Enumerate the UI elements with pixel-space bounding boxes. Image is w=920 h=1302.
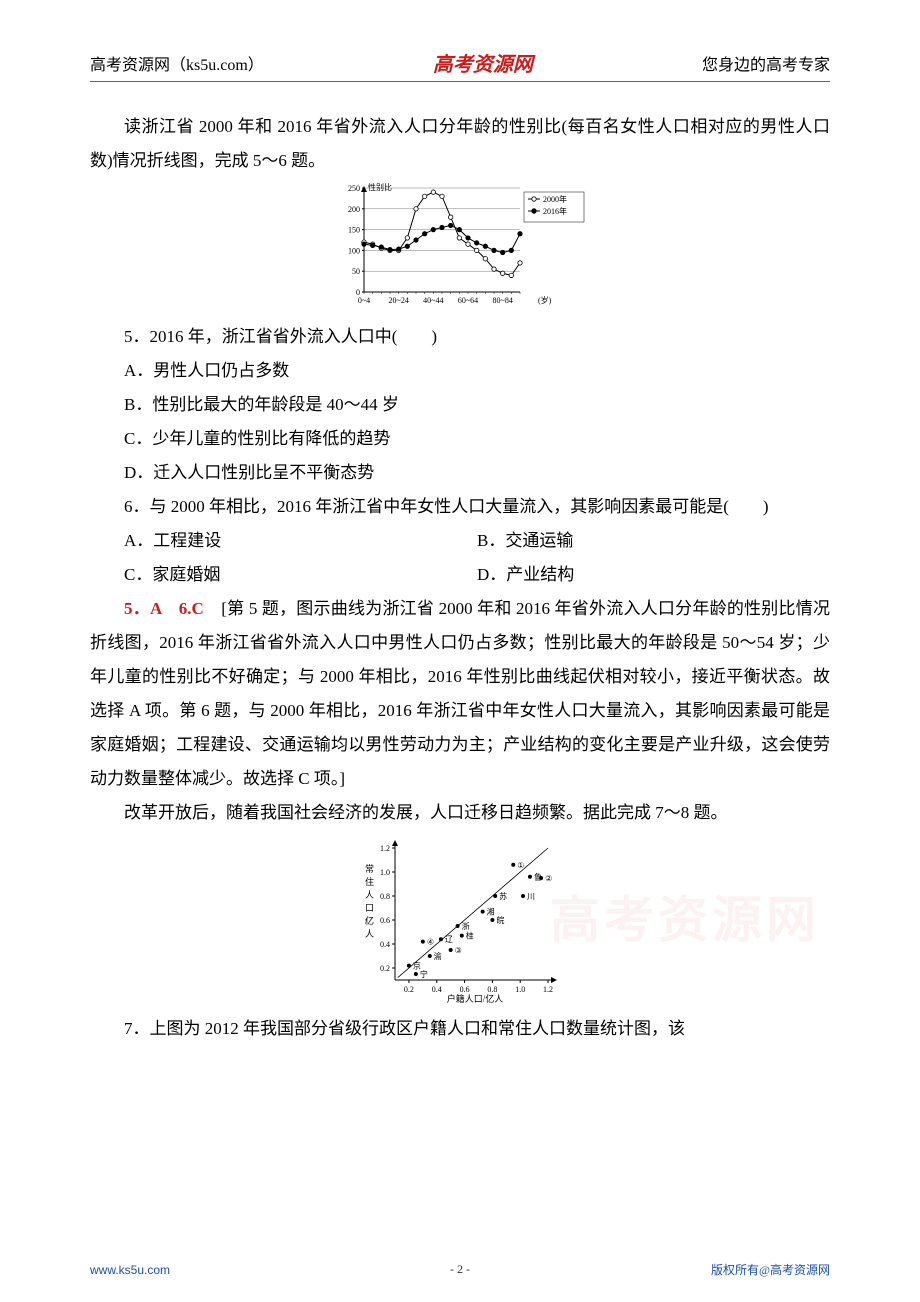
header-left: 高考资源网（ks5u.com） [90,51,264,75]
svg-text:浙: 浙 [462,921,470,931]
q5-stem: 5．2016 年，浙江省省外流入人口中( ) [90,320,830,354]
header-right: 您身边的高考专家 [702,51,830,75]
answer-key-5-6: 5．A 6.C [124,599,221,618]
svg-text:亿: 亿 [365,915,374,926]
page-footer: www.ks5u.com - 2 - 版权所有@高考资源网 [90,1261,830,1278]
intro-q5-6: 读浙江省 2000 年和 2016 年省外流入人口分年龄的性别比(每百名女性人口… [90,110,830,178]
q5-options: A．男性人口仍占多数 B．性别比最大的年龄段是 40～44 岁 C．少年儿童的性… [90,354,830,490]
svg-text:皖: 皖 [496,915,504,925]
footer-page-number: - 2 - [450,1262,470,1277]
svg-text:100: 100 [348,246,360,255]
svg-text:0.6: 0.6 [380,916,390,925]
svg-text:川: 川 [527,892,535,901]
q5-opt-c: C．少年儿童的性别比有降低的趋势 [124,422,830,456]
svg-text:0.4: 0.4 [380,940,390,949]
header-center-logo: 高考资源网 [433,48,533,77]
svg-text:住: 住 [365,876,374,887]
q6-options: A．工程建设 B．交通运输 C．家庭婚姻 D．产业结构 [90,524,830,592]
svg-text:2000年: 2000年 [543,194,567,204]
svg-text:户籍人口/亿人: 户籍人口/亿人 [447,993,504,1004]
svg-text:50: 50 [352,267,360,276]
svg-text:1.2: 1.2 [543,985,553,994]
q7-stem: 7．上图为 2012 年我国部分省级行政区户籍人口和常住人口数量统计图，该 [90,1012,830,1046]
q5-opt-d: D．迁入人口性别比呈不平衡态势 [124,456,830,490]
svg-text:1.2: 1.2 [380,844,390,853]
svg-text:80~84: 80~84 [493,296,513,305]
svg-text:0~4: 0~4 [358,296,370,305]
q5-opt-a: A．男性人口仍占多数 [124,354,830,388]
svg-text:2016年: 2016年 [543,206,567,216]
q6-stem: 6．与 2000 年相比，2016 年浙江省中年女性人口大量流入，其影响因素最可… [90,490,830,524]
q6-opt-c: C．家庭婚姻 [124,558,477,592]
svg-text:0.8: 0.8 [380,892,390,901]
sex-ratio-line-chart: 0501001502002500~420~2440~4460~6480~84(岁… [330,182,590,312]
svg-text:口: 口 [365,903,374,913]
svg-text:0.4: 0.4 [432,985,442,994]
svg-text:辽: 辽 [445,935,453,944]
svg-text:人: 人 [365,890,374,900]
svg-text:40~44: 40~44 [423,296,443,305]
svg-text:②: ② [545,874,552,883]
q5-opt-b: B．性别比最大的年龄段是 40～44 岁 [124,388,830,422]
svg-text:250: 250 [348,184,360,193]
svg-text:桂: 桂 [466,931,474,941]
svg-text:0.8: 0.8 [487,985,497,994]
svg-text:60~64: 60~64 [458,296,478,305]
svg-text:20~24: 20~24 [389,296,409,305]
svg-text:宁: 宁 [420,969,428,979]
svg-text:(岁): (岁) [538,295,552,305]
population-scatter-chart: 0.20.40.60.81.01.20.20.40.60.81.01.2常住人口… [355,834,565,1004]
q6-opt-d: D．产业结构 [477,558,830,592]
page-header: 高考资源网（ks5u.com） 高考资源网 您身边的高考专家 [90,48,830,82]
chart1-wrap: 0501001502002500~420~2440~4460~6480~84(岁… [90,182,830,312]
footer-right: 版权所有@高考资源网 [711,1261,830,1278]
svg-text:1.0: 1.0 [515,985,525,994]
svg-text:1.0: 1.0 [380,868,390,877]
answer-text-5-6: [第 5 题，图示曲线为浙江省 2000 年和 2016 年省外流入人口分年龄的… [90,599,830,788]
q6-opt-b: B．交通运输 [477,524,830,558]
answer-5-6: 5．A 6.C [第 5 题，图示曲线为浙江省 2000 年和 2016 年省外… [90,592,830,796]
svg-text:湘: 湘 [487,907,495,917]
footer-left: www.ks5u.com [90,1263,170,1277]
chart2-wrap: 0.20.40.60.81.01.20.20.40.60.81.01.2常住人口… [90,834,830,1004]
q6-opt-a: A．工程建设 [124,524,477,558]
svg-text:人: 人 [365,929,374,939]
svg-text:④: ④ [427,938,434,947]
intro-q7-8: 改革开放后，随着我国社会经济的发展，人口迁移日趋频繁。据此完成 7～8 题。 [90,796,830,830]
svg-text:150: 150 [348,226,360,235]
svg-text:苏: 苏 [499,891,507,901]
svg-text:渝: 渝 [434,951,442,961]
svg-text:200: 200 [348,205,360,214]
svg-text:①: ① [517,861,524,870]
svg-text:0.2: 0.2 [404,985,414,994]
svg-text:③: ③ [455,946,462,955]
svg-text:常: 常 [365,863,374,874]
svg-text:性别比: 性别比 [368,182,392,192]
svg-text:0.6: 0.6 [460,985,470,994]
svg-text:0.2: 0.2 [380,964,390,973]
